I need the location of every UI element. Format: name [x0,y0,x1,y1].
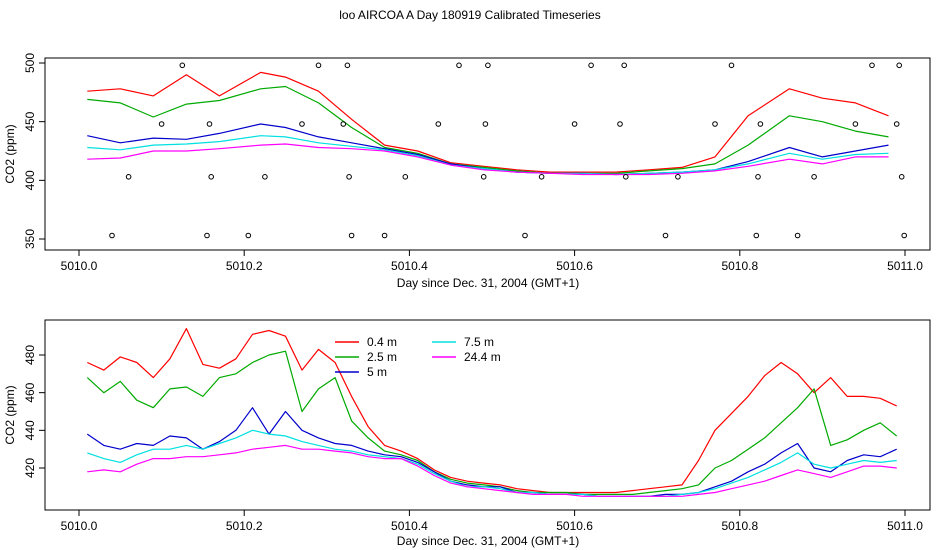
marker-point [623,174,629,180]
marker-point [262,174,268,180]
bottom-y-axis-label: CO2 (ppm) [3,385,17,444]
marker-point [538,174,545,180]
bottom-series-line-2 [86,350,898,495]
legend-label: 2.5 m [367,350,397,364]
marker-point [402,174,409,180]
bottom-series [86,328,898,497]
marker-point [571,121,578,127]
marker-point [753,232,760,239]
marker-point [480,174,487,180]
top-series-line-1 [87,71,889,173]
top-markers [109,62,908,239]
bottom-y-tick-label: 440 [23,420,37,440]
marker-point [712,121,718,127]
bottom-series-line-3 [86,407,897,497]
bottom-x-tick-label: 5010.0 [61,519,98,533]
marker-point [896,62,903,69]
marker-point [346,174,352,180]
top-x-tick-label: 5010.6 [556,259,593,273]
marker-point [348,232,355,239]
legend-label: 24.4 m [464,350,501,364]
top-y-tick-label: 450 [23,111,37,131]
bottom-plot-frame [44,319,931,511]
marker-point [617,121,623,127]
marker-point [869,62,875,69]
marker-point [757,121,764,127]
marker-point [109,232,115,239]
bottom-x-tick-label: 5010.4 [391,519,428,533]
top-x-tick-label: 5011.0 [887,259,923,273]
bottom-panel: 5010.0 5010.2 5010.4 5010.6 5010.8 5011.0 420 4… [3,319,931,548]
legend-label: 5 m [367,365,387,379]
bottom-y-tick-label: 480 [23,345,37,365]
marker-point [344,62,351,69]
marker-point [435,121,442,127]
bottom-x-tick-label: 5010.2 [226,519,263,533]
top-y-axis-label: CO2 (ppm) [3,124,17,183]
bottom-x-tick-label: 5011.0 [887,519,923,533]
bottom-x-tick-label: 5010.6 [556,519,593,533]
marker-point [811,174,817,180]
marker-point [485,62,491,69]
marker-point [755,174,761,180]
top-y-tick-label: 500 [23,53,37,73]
bottom-series-line-1 [87,328,897,494]
marker-point [456,62,462,69]
marker-point [206,121,213,127]
bottom-axes: 5010.0 5010.2 5010.4 5010.6 5010.8 5011.0 420 4… [23,345,923,533]
marker-point [728,62,735,69]
marker-point [621,62,628,69]
bottom-y-tick-label: 460 [23,382,37,402]
bottom-x-tick-label: 5010.8 [721,519,758,533]
top-series-line-2 [87,85,889,174]
legend-label: 7.5 m [464,335,494,349]
legend: 0.4 m2.5 m5 m 7.5 m24.4 m [335,335,501,379]
top-panel: 5010.0 5010.2 5010.4 5010.6 5010.8 5011.0 350 4… [3,53,931,290]
marker-point [901,232,908,239]
top-y-tick-label: 400 [23,170,37,190]
marker-point [482,121,489,127]
marker-point [158,121,165,127]
bottom-series-line-5 [87,444,897,497]
top-x-axis-label: Day since Dec. 31, 2004 (GMT+1) [397,276,579,290]
marker-point [662,232,669,239]
top-series-line-4 [87,135,889,176]
bottom-x-axis-label: Day since Dec. 31, 2004 (GMT+1) [397,534,579,548]
figure-title: loo AIRCOA A Day 180919 Calibrated Times… [339,8,600,22]
bottom-series-line-4 [87,429,897,497]
marker-point [522,232,528,239]
marker-point [675,174,681,180]
top-plot-frame [44,57,931,251]
top-x-tick-label: 5010.2 [226,259,263,273]
marker-point [204,232,210,239]
top-x-tick-label: 5010.8 [721,259,758,273]
marker-point [179,62,186,69]
marker-point [893,121,900,127]
top-series-line-5 [87,143,889,176]
top-series [87,71,889,176]
marker-point [898,174,905,180]
top-x-tick-label: 5010.0 [61,259,98,273]
top-y-tick-label: 350 [23,229,37,249]
marker-point [245,232,252,239]
legend-label: 0.4 m [367,335,397,349]
marker-point [125,174,132,180]
marker-point [208,174,214,180]
marker-point [794,232,801,239]
marker-point [381,232,388,239]
top-axes: 5010.0 5010.2 5010.4 5010.6 5010.8 5011.0 350 4… [23,53,923,273]
marker-point [299,121,305,127]
marker-point [340,121,347,127]
marker-point [315,62,322,69]
marker-point [852,121,859,127]
marker-point [588,62,594,69]
top-x-tick-label: 5010.4 [391,259,428,273]
bottom-y-tick-label: 420 [23,458,37,478]
